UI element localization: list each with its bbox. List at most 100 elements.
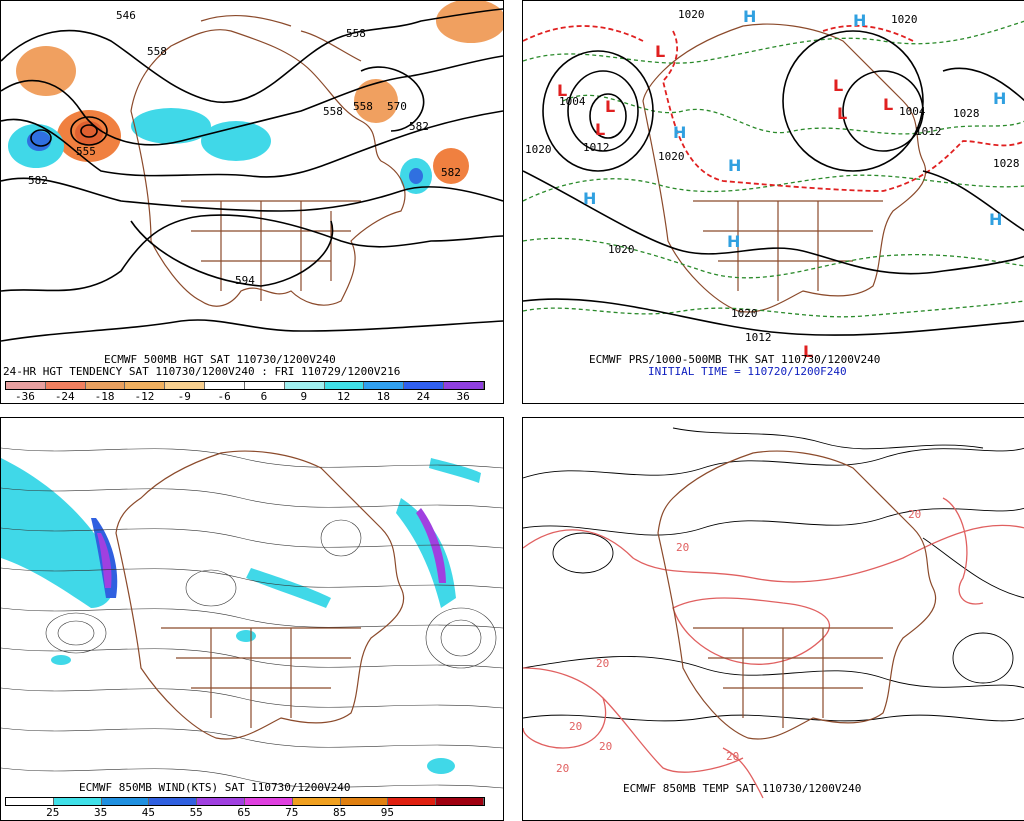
high-center-marker: H xyxy=(743,7,756,26)
caption-subtitle: 24-HR HGT TENDENCY SAT 110730/1200V240 :… xyxy=(3,365,401,378)
pressure-label: 1020 xyxy=(891,13,918,26)
pressure-label: 1020 xyxy=(608,243,635,256)
pressure-label: 1012 xyxy=(915,125,942,138)
pressure-labels: 1020 1020 1004 1012 1020 1004 1012 1028 … xyxy=(525,8,1020,344)
pressure-label: 1028 xyxy=(953,107,980,120)
colorbar-tick-label: 75 xyxy=(285,806,299,819)
pressure-label: 1020 xyxy=(678,8,705,21)
colorbar-tick-label: 85 xyxy=(332,806,347,819)
height-contours xyxy=(1,8,503,342)
pressure-centers: L L L L L L L L H H H H H H H H xyxy=(557,7,1006,361)
height-tendency-fill xyxy=(8,1,503,194)
pressure-label: 1020 xyxy=(525,143,552,156)
pressure-contours xyxy=(523,30,1024,336)
high-center-marker: H xyxy=(583,189,596,208)
colorbar-segment xyxy=(340,798,389,805)
map-850mb-wind xyxy=(1,447,503,789)
low-center-marker: L xyxy=(833,76,843,95)
pressure-label: 1012 xyxy=(583,141,610,154)
contour-label-582: 582 xyxy=(441,166,461,179)
contour-label-582: 582 xyxy=(409,120,429,133)
colorbar-tick-label: -12 xyxy=(134,390,155,403)
colorbar-segment xyxy=(53,798,102,805)
colorbar-segment xyxy=(125,382,166,389)
caption-initial-time: INITIAL TIME = 110720/1200F240 xyxy=(648,365,847,378)
contour-label-570: 570 xyxy=(387,100,407,113)
coastlines xyxy=(115,450,405,740)
map-500mb-height: 546 558 558 558 558 570 582 582 582 594 … xyxy=(1,1,503,342)
low-center-marker: L xyxy=(605,97,615,116)
colorbar-segment xyxy=(165,382,206,389)
colorbar-segment xyxy=(284,382,325,389)
high-center-marker: H xyxy=(989,210,1002,229)
colorbar-segment xyxy=(444,382,484,389)
high-center-marker: H xyxy=(673,123,686,142)
contour-label-594: 594 xyxy=(235,274,255,287)
contour-label-582: 582 xyxy=(28,174,48,187)
colorbar-segment xyxy=(364,382,405,389)
colorbar-segment xyxy=(436,798,484,805)
map-850mb-temp: 20 20 20 20 20 20 20 xyxy=(523,427,1024,799)
colorbar-segment xyxy=(292,798,341,805)
colorbar-segment xyxy=(324,382,365,389)
temp-label-20: 20 xyxy=(599,740,612,753)
caption-title: ECMWF 850MB WIND(KTS) SAT 110730/1200V24… xyxy=(79,781,351,794)
high-center-marker: H xyxy=(993,89,1006,108)
high-center-marker: H xyxy=(727,232,740,251)
colorbar-tick-label: 35 xyxy=(93,806,108,819)
colorbar-tick-label: -6 xyxy=(217,390,231,403)
temp-label-20: 20 xyxy=(676,541,689,554)
contour-label-558: 558 xyxy=(147,45,167,58)
temp-label-20: 20 xyxy=(726,750,739,763)
temp-label-20: 20 xyxy=(556,762,569,775)
colorbar-tick-label: -9 xyxy=(177,390,191,403)
colorbar-tick-label: 18 xyxy=(376,390,391,403)
colorbar-tick-label: -18 xyxy=(94,390,115,403)
map-pressure-thickness: 1020 1020 1004 1012 1020 1004 1012 1028 … xyxy=(523,7,1024,361)
low-center-marker: L xyxy=(837,104,847,123)
colorbar-segment xyxy=(244,382,285,389)
colorbar-segment xyxy=(45,382,86,389)
colorbar-tick-label: -24 xyxy=(54,390,75,403)
panel-850mb-temp: 20 20 20 20 20 20 20 ECMWF 850MB TEMP SA… xyxy=(522,417,1024,821)
colorbar-segment xyxy=(244,798,293,805)
contour-label-558: 558 xyxy=(323,105,343,118)
low-center-marker: L xyxy=(883,95,893,114)
pressure-label: 1004 xyxy=(899,105,926,118)
pressure-label: 1028 xyxy=(993,157,1020,170)
coastlines xyxy=(130,14,406,307)
colorbar-segment xyxy=(101,798,150,805)
pressure-label: 1020 xyxy=(731,307,758,320)
thickness-540-contour xyxy=(523,24,1024,192)
colorbar-tick-label: 24 xyxy=(416,390,430,403)
contour-label-555: 555 xyxy=(76,145,96,158)
contour-label-558: 558 xyxy=(353,100,373,113)
colorbar-segment xyxy=(404,382,445,389)
panel-pressure-thickness: 1020 1020 1004 1012 1020 1004 1012 1028 … xyxy=(522,0,1024,404)
colorbar-tick-label: 95 xyxy=(380,806,395,819)
high-center-marker: H xyxy=(853,11,866,30)
colorbar-tick-label: 12 xyxy=(336,390,351,403)
colorbar-tick-label: 45 xyxy=(141,806,156,819)
low-center-marker: L xyxy=(655,42,665,61)
temperature-labels: 20 20 20 20 20 20 20 xyxy=(556,508,921,775)
colorbar-tick-label: -36 xyxy=(14,390,35,403)
low-center-marker: L xyxy=(803,342,813,361)
colorbar-segment xyxy=(388,798,437,805)
colorbar-tick-label: 55 xyxy=(189,806,203,819)
contour-label-546: 546 xyxy=(116,9,136,22)
caption-title: ECMWF PRS/1000-500MB THK SAT 110730/1200… xyxy=(589,353,881,366)
streamlines xyxy=(1,447,503,789)
panel-850mb-wind: ECMWF 850MB WIND(KTS) SAT 110730/1200V24… xyxy=(0,417,504,821)
colorbar-tick-label: 9 xyxy=(300,390,308,403)
colorbar-tick-label: 36 xyxy=(456,390,470,403)
colorbar-segment xyxy=(85,382,126,389)
colorbar-segment xyxy=(149,798,198,805)
colorbar-segment xyxy=(197,798,245,805)
wind-colorbar xyxy=(5,797,485,806)
tendency-colorbar xyxy=(5,381,485,390)
pressure-label: 1012 xyxy=(745,331,772,344)
pressure-label: 1020 xyxy=(658,150,685,163)
contour-labels: 546 558 558 558 558 570 582 582 582 594 … xyxy=(28,9,461,287)
colorbar-tick-label: 6 xyxy=(260,390,268,403)
